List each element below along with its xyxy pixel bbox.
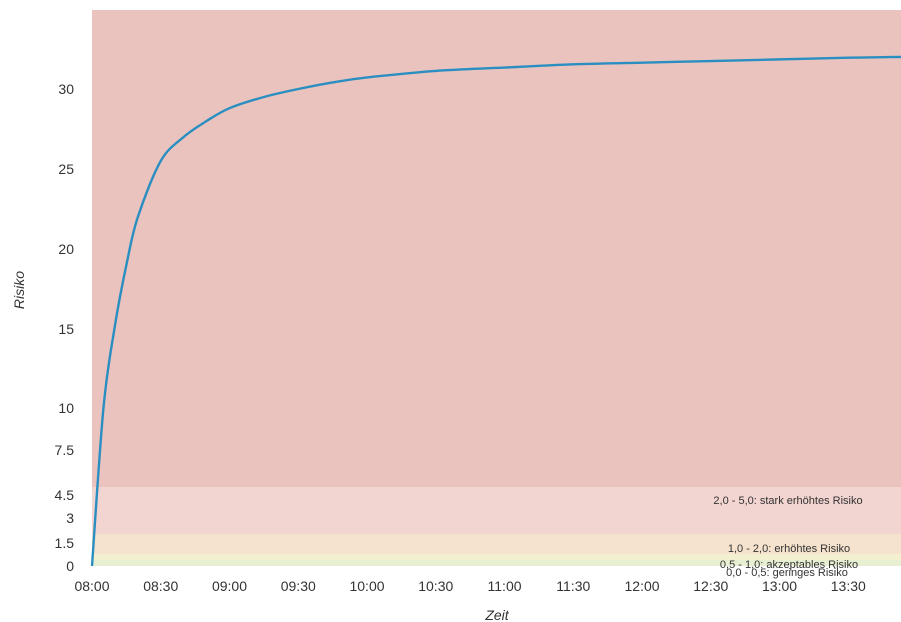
risk-band-1 <box>92 554 901 560</box>
risk-band-2 <box>92 534 901 554</box>
y-axis-ticks: 0 1.5 3 4.5 7.5 10 15 20 25 30 <box>55 81 75 574</box>
x-tick-label: 11:00 <box>488 578 522 594</box>
y-tick-label: 1.5 <box>55 535 75 551</box>
y-tick-label: 4.5 <box>55 487 75 503</box>
x-tick-label: 11:30 <box>556 578 590 594</box>
x-tick-label: 10:30 <box>418 578 453 594</box>
band-label-1: 0,5 - 1,0: akzeptables Risiko <box>720 559 858 571</box>
series-line-0 <box>90 55 901 567</box>
x-tick-label: 13:00 <box>762 578 797 594</box>
x-tick-label: 12:30 <box>693 578 728 594</box>
x-tick-label: 08:00 <box>74 578 109 594</box>
y-tick-label: 3 <box>66 510 74 526</box>
band-label-2: 1,0 - 2,0: erhöhtes Risiko <box>728 543 850 555</box>
y-tick-label: 20 <box>58 241 74 257</box>
band-label-0: 0,0 - 0,5: geringes Risiko <box>726 567 848 579</box>
x-tick-label: 12:00 <box>625 578 660 594</box>
risk-bands <box>92 10 901 566</box>
y-tick-label: 10 <box>58 400 74 416</box>
x-axis-ticks: 08:00 08:30 09:00 09:30 10:00 10:30 11:00 11:30… <box>74 578 866 594</box>
x-tick-label: 09:30 <box>281 578 316 594</box>
y-axis-label: Risiko <box>11 271 27 309</box>
risk-line-layer <box>90 55 901 567</box>
y-tick-label: 15 <box>58 321 74 337</box>
y-tick-label: 0 <box>66 558 74 574</box>
risk-band-0 <box>92 560 901 566</box>
x-tick-label: 10:00 <box>349 578 384 594</box>
band-label-3: 2,0 - 5,0: stark erhöhtes Risiko <box>713 495 862 507</box>
x-tick-label: 08:30 <box>143 578 178 594</box>
risk-band-4 <box>92 10 901 487</box>
x-tick-label: 13:30 <box>831 578 866 594</box>
y-tick-label: 7.5 <box>55 442 75 458</box>
y-tick-label: 30 <box>58 81 74 97</box>
x-tick-label: 09:00 <box>212 578 247 594</box>
risk-band-3 <box>92 487 901 534</box>
y-tick-label: 25 <box>58 161 74 177</box>
x-axis-label: Zeit <box>484 607 509 622</box>
